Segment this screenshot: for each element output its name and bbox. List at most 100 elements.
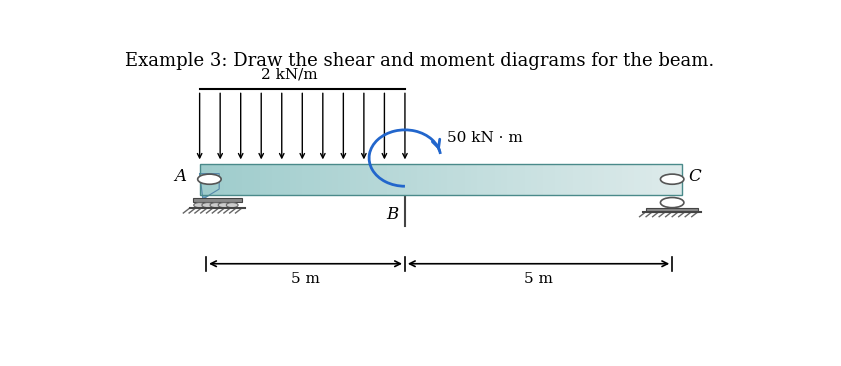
Bar	[610, 164, 616, 195]
Bar	[537, 164, 543, 195]
Bar	[568, 164, 574, 195]
Text: Example 3: Draw the shear and moment diagrams for the beam.: Example 3: Draw the shear and moment dia…	[124, 52, 714, 70]
Circle shape	[226, 203, 238, 208]
Bar	[646, 164, 652, 195]
Circle shape	[660, 198, 684, 208]
Bar	[193, 198, 242, 202]
Circle shape	[202, 203, 214, 208]
Bar	[254, 164, 260, 195]
Bar	[627, 164, 634, 195]
Bar	[429, 164, 435, 195]
Bar	[296, 164, 302, 195]
Bar	[338, 164, 344, 195]
Bar	[351, 164, 357, 195]
Text: C: C	[689, 168, 701, 185]
Bar	[441, 164, 447, 195]
Bar	[380, 164, 387, 195]
Text: 50 kN · m: 50 kN · m	[447, 131, 523, 145]
Bar	[199, 164, 682, 195]
Bar	[399, 164, 405, 195]
Circle shape	[660, 174, 684, 184]
Bar	[561, 164, 568, 195]
Bar	[646, 208, 698, 212]
Bar	[513, 164, 519, 195]
Bar	[495, 164, 501, 195]
Bar	[604, 164, 610, 195]
Bar	[260, 164, 266, 195]
Bar	[423, 164, 429, 195]
Bar	[362, 164, 368, 195]
Bar	[664, 164, 670, 195]
Bar	[519, 164, 525, 195]
Bar	[435, 164, 441, 195]
Text: 2 kN/m: 2 kN/m	[261, 68, 318, 82]
Bar	[320, 164, 326, 195]
Text: 5 m: 5 m	[524, 272, 553, 286]
Bar	[248, 164, 254, 195]
Bar	[579, 164, 585, 195]
Bar	[405, 164, 410, 195]
Bar	[357, 164, 362, 195]
Bar	[489, 164, 495, 195]
Bar	[272, 164, 278, 195]
Bar	[242, 164, 248, 195]
Bar	[218, 164, 224, 195]
Bar	[477, 164, 483, 195]
Bar	[374, 164, 380, 195]
Bar	[278, 164, 284, 195]
Bar	[555, 164, 561, 195]
Circle shape	[210, 203, 222, 208]
Bar	[501, 164, 507, 195]
Text: B: B	[386, 206, 399, 223]
Bar	[465, 164, 471, 195]
Bar	[308, 164, 315, 195]
Bar	[235, 164, 242, 195]
Bar	[302, 164, 308, 195]
Bar	[640, 164, 646, 195]
Circle shape	[198, 174, 221, 184]
Bar	[507, 164, 513, 195]
Bar	[410, 164, 416, 195]
Bar	[652, 164, 658, 195]
Bar	[284, 164, 290, 195]
Bar	[658, 164, 664, 195]
Bar	[315, 164, 320, 195]
Bar	[230, 164, 235, 195]
Bar	[459, 164, 465, 195]
Bar	[616, 164, 621, 195]
Bar	[634, 164, 640, 195]
Bar	[290, 164, 296, 195]
Bar	[676, 164, 682, 195]
Bar	[344, 164, 351, 195]
Bar	[393, 164, 399, 195]
Bar	[212, 164, 218, 195]
Bar	[549, 164, 555, 195]
Circle shape	[193, 203, 205, 208]
Bar	[266, 164, 272, 195]
Circle shape	[218, 203, 230, 208]
Bar	[621, 164, 627, 195]
Bar	[585, 164, 591, 195]
Bar	[532, 164, 537, 195]
Bar	[471, 164, 477, 195]
Polygon shape	[199, 173, 220, 199]
Bar	[224, 164, 230, 195]
Bar	[452, 164, 459, 195]
Bar	[326, 164, 332, 195]
Bar	[574, 164, 579, 195]
Bar	[543, 164, 549, 195]
Bar	[368, 164, 374, 195]
Text: A: A	[175, 168, 187, 185]
Bar	[447, 164, 452, 195]
Bar	[525, 164, 532, 195]
Bar	[332, 164, 338, 195]
Bar	[598, 164, 604, 195]
Bar	[206, 164, 212, 195]
Bar	[416, 164, 423, 195]
Bar	[199, 164, 206, 195]
Text: 5 m: 5 m	[291, 272, 320, 286]
Bar	[591, 164, 598, 195]
Bar	[387, 164, 393, 195]
Bar	[670, 164, 676, 195]
Bar	[483, 164, 489, 195]
